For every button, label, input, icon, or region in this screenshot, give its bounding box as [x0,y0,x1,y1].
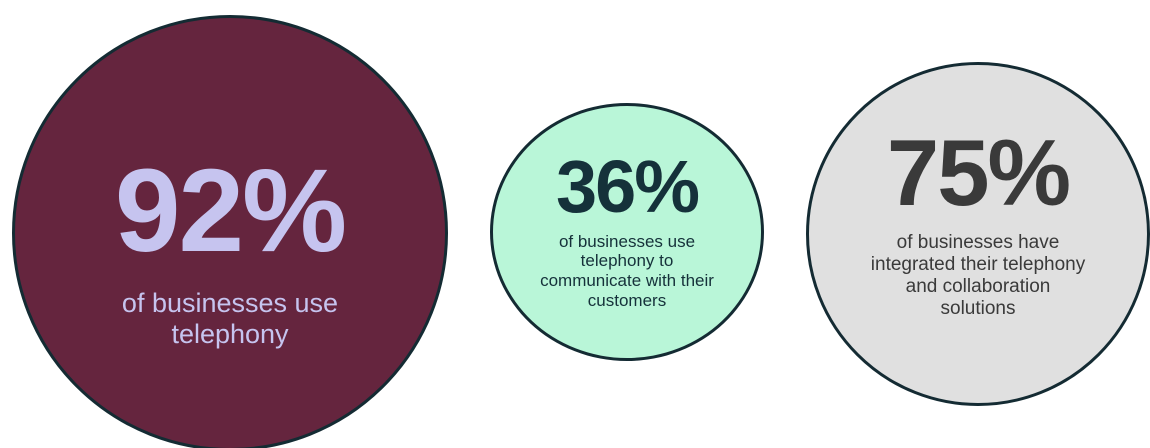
stat-value: 92% [114,144,347,277]
stat-circle-integration: 75% of businesses have integrated their … [806,62,1150,406]
stat-circle-telephony-usage: 92% of businesses use telephony [12,15,448,448]
stat-caption: of businesses use telephony [121,287,339,349]
stat-value: 36% [555,144,700,228]
stat-circle-customer-communication: 36% of businesses use telephony to commu… [490,103,764,361]
stat-value: 75% [886,120,1071,226]
stat-caption: of businesses use telephony to communica… [540,231,714,310]
stat-caption: of businesses have integrated their tele… [870,232,1086,319]
